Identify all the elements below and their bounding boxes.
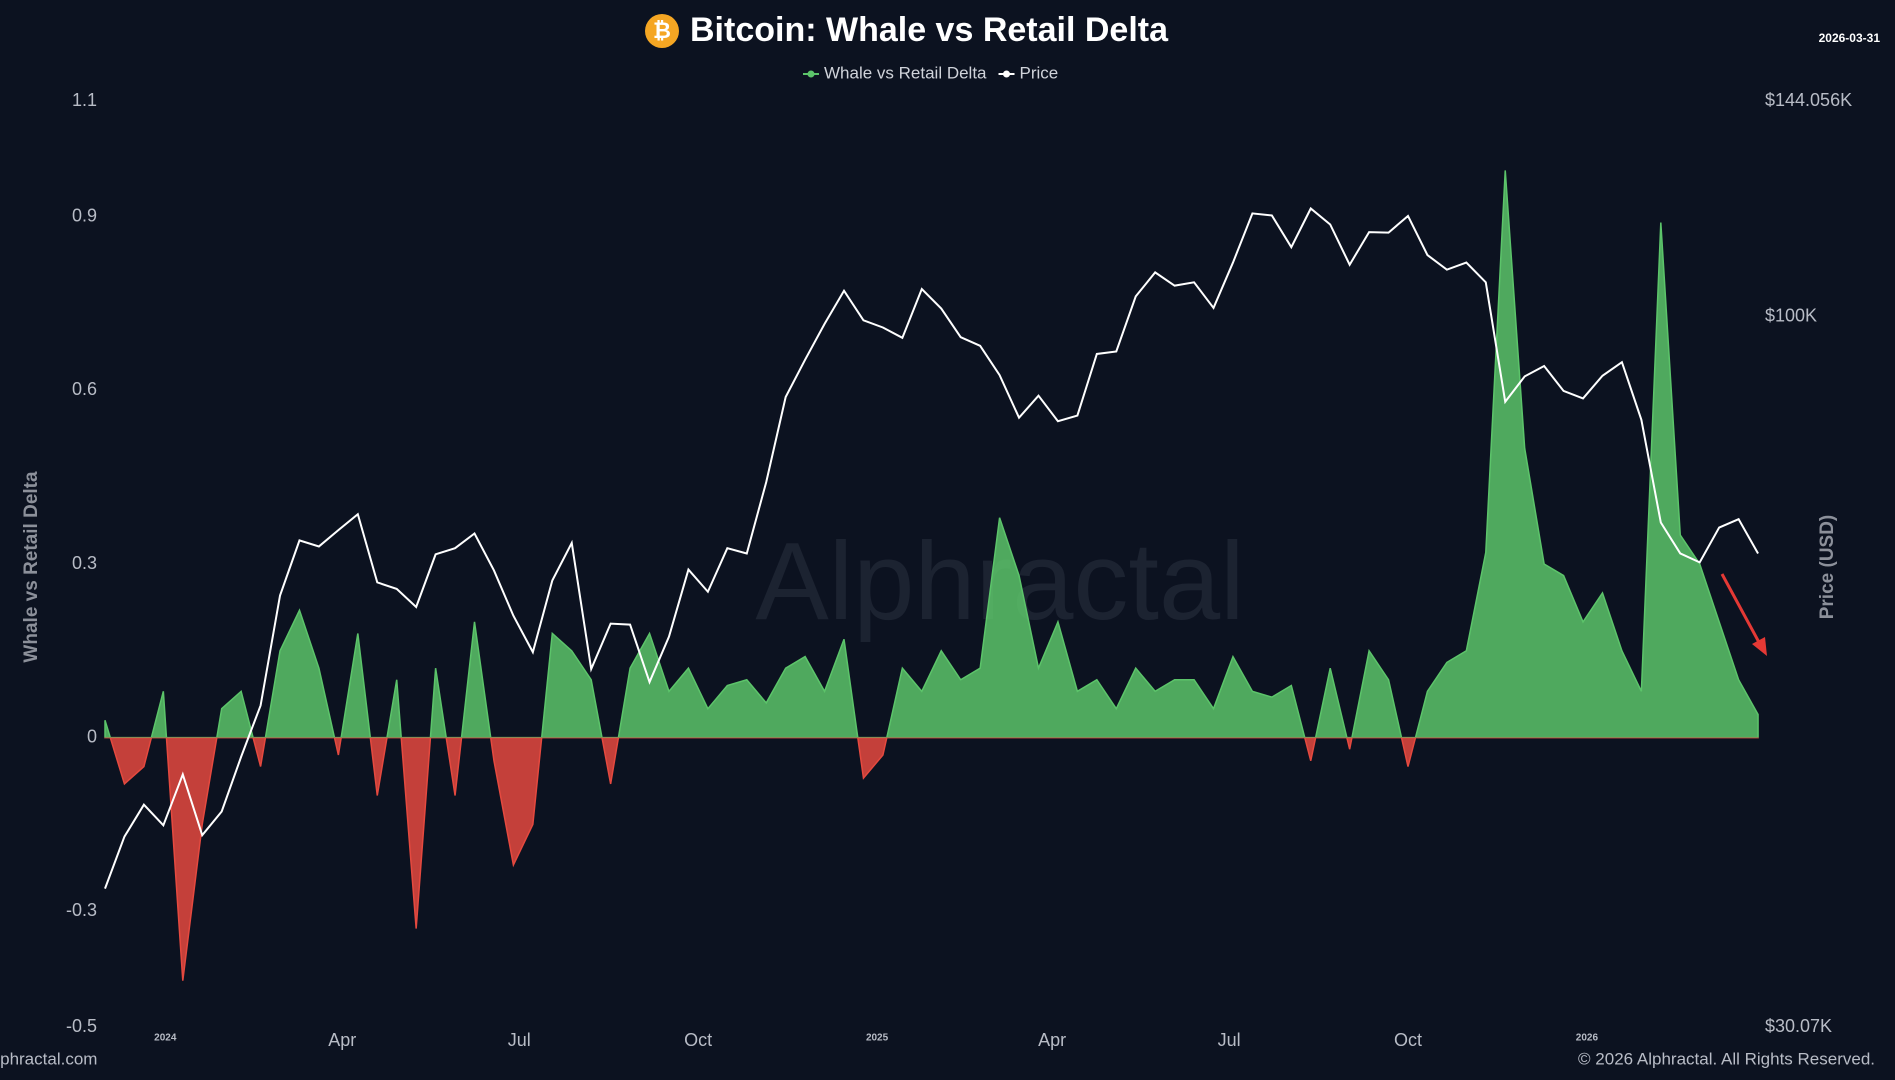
footer-left: Alphractal.com (0, 1049, 97, 1068)
bitcoin-icon: ₿ (653, 18, 671, 43)
y-tick-label: 0.3 (72, 553, 97, 573)
delta-area-negative (104, 737, 1759, 981)
chart-title: Bitcoin: Whale vs Retail Delta (690, 11, 1169, 49)
y-tick-label: 0 (87, 726, 97, 746)
delta-area-positive (104, 170, 1759, 738)
footer-right: © 2026 Alphractal. All Rights Reserved. (1578, 1049, 1875, 1068)
legend-marker (807, 70, 815, 78)
date-label: 2026-03-31 (1819, 31, 1881, 45)
price-line (104, 206, 1759, 890)
annotation-arrow (1720, 573, 1763, 647)
x-tick-label: 2026 (1576, 1033, 1599, 1044)
legend-label: Whale vs Retail Delta (824, 63, 987, 82)
y-tick-label: 0.6 (72, 379, 97, 399)
x-tick-label: Jul (1218, 1030, 1241, 1050)
y2-tick-label: $144.056K (1765, 90, 1852, 110)
x-tick-label: Oct (1394, 1030, 1422, 1050)
y-tick-label: 0.9 (72, 206, 97, 226)
y2-axis-title: Price (USD) (1817, 515, 1838, 620)
x-tick-label: 2024 (154, 1033, 177, 1044)
x-tick-label: Oct (684, 1030, 712, 1050)
bitcoin-icon-bg (645, 14, 679, 48)
y2-tick-label: $30.07K (1765, 1016, 1832, 1036)
x-tick-label: Apr (328, 1030, 356, 1050)
legend-marker (1003, 70, 1011, 78)
x-tick-label: 2025 (866, 1033, 889, 1044)
legend-label: Price (1020, 63, 1059, 82)
y-tick-label: 1.1 (72, 90, 97, 110)
y2-tick-label: $100K (1765, 306, 1817, 326)
y-tick-label: -0.3 (66, 900, 97, 920)
y-axis-title: Whale vs Retail Delta (21, 471, 42, 663)
y-tick-label: -0.5 (66, 1016, 97, 1036)
x-tick-label: Jul (508, 1030, 531, 1050)
annotation-arrowhead (1752, 637, 1767, 656)
x-tick-label: Apr (1038, 1030, 1066, 1050)
